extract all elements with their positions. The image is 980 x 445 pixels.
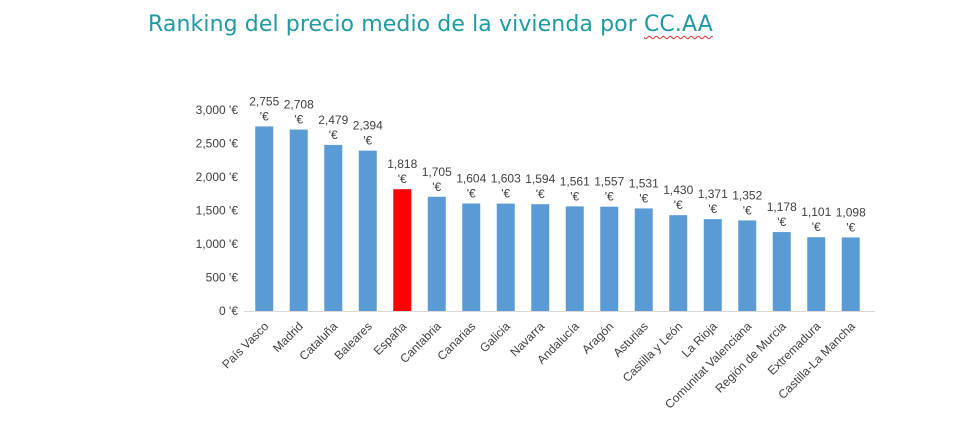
y-axis: 0 '€ 500 '€ 1,000 '€ 1,500 '€ 2,000 '€ 2,500 … bbox=[196, 103, 239, 318]
page-title-underlined: CC.AA bbox=[643, 12, 713, 37]
data-labels: 2,755 '€2,708 '€ 2,479 '€2,394 '€1,818 '€1,705… bbox=[249, 94, 866, 234]
y-tick-label: 1,500 '€ bbox=[196, 204, 239, 218]
page-title: Ranking del precio medio de la vivienda … bbox=[148, 12, 713, 37]
data-label: 1,604 '€ bbox=[456, 172, 486, 201]
y-tick-label: 3,000 '€ bbox=[196, 103, 239, 117]
bar bbox=[669, 215, 688, 311]
data-label: 2,479 '€ bbox=[318, 113, 348, 142]
bar bbox=[634, 208, 653, 311]
bar bbox=[427, 196, 446, 311]
data-label: 1,603 '€ bbox=[491, 172, 521, 201]
page-title-text: Ranking del precio medio de la vivienda … bbox=[148, 12, 644, 37]
data-label: 1,705 '€ bbox=[422, 165, 452, 194]
bar bbox=[531, 204, 550, 311]
bar bbox=[703, 219, 722, 311]
data-label: 1,371 '€ bbox=[698, 187, 728, 216]
data-label: 1,101 '€ bbox=[801, 205, 831, 234]
x-tick-label: Baleares bbox=[331, 319, 374, 362]
data-label: 1,557 '€ bbox=[594, 175, 624, 204]
x-axis: País VascoMadridCataluñaBalearesEspañaCa… bbox=[219, 311, 875, 412]
y-tick-label: 500 '€ bbox=[206, 271, 239, 285]
bars bbox=[255, 126, 860, 311]
bar bbox=[289, 129, 308, 311]
bar bbox=[807, 237, 826, 311]
y-tick-label: 1,000 '€ bbox=[196, 237, 239, 251]
bar bbox=[358, 150, 377, 311]
data-label: 1,531 '€ bbox=[629, 176, 659, 205]
y-tick-label: 2,000 '€ bbox=[196, 170, 239, 184]
data-label: 1,352 '€ bbox=[732, 188, 762, 217]
x-tick-label: Canarias bbox=[435, 319, 479, 363]
data-label: 1,178 '€ bbox=[767, 200, 797, 229]
data-label: 2,755 '€ bbox=[249, 94, 279, 123]
bar bbox=[324, 144, 343, 311]
x-tick-label: Castilla y León bbox=[620, 319, 686, 385]
data-label: 1,561 '€ bbox=[560, 174, 590, 203]
x-tick-label: País Vasco bbox=[219, 319, 271, 371]
data-label: 1,098 '€ bbox=[836, 205, 866, 234]
data-label: 1,430 '€ bbox=[663, 183, 693, 212]
bar bbox=[565, 206, 584, 311]
bar bbox=[600, 206, 619, 311]
bar bbox=[393, 189, 412, 311]
data-label: 1,818 '€ bbox=[387, 157, 417, 186]
data-label: 2,394 '€ bbox=[353, 119, 383, 148]
bar bbox=[841, 237, 860, 311]
bar bbox=[462, 203, 481, 311]
bar bbox=[772, 232, 791, 311]
data-label: 1,594 '€ bbox=[525, 172, 555, 201]
data-label: 2,708 '€ bbox=[284, 98, 314, 127]
y-tick-label: 0 '€ bbox=[219, 304, 238, 318]
y-tick-label: 2,500 '€ bbox=[196, 137, 239, 151]
bar bbox=[738, 220, 757, 311]
bar bbox=[496, 203, 515, 311]
bar bbox=[255, 126, 274, 311]
